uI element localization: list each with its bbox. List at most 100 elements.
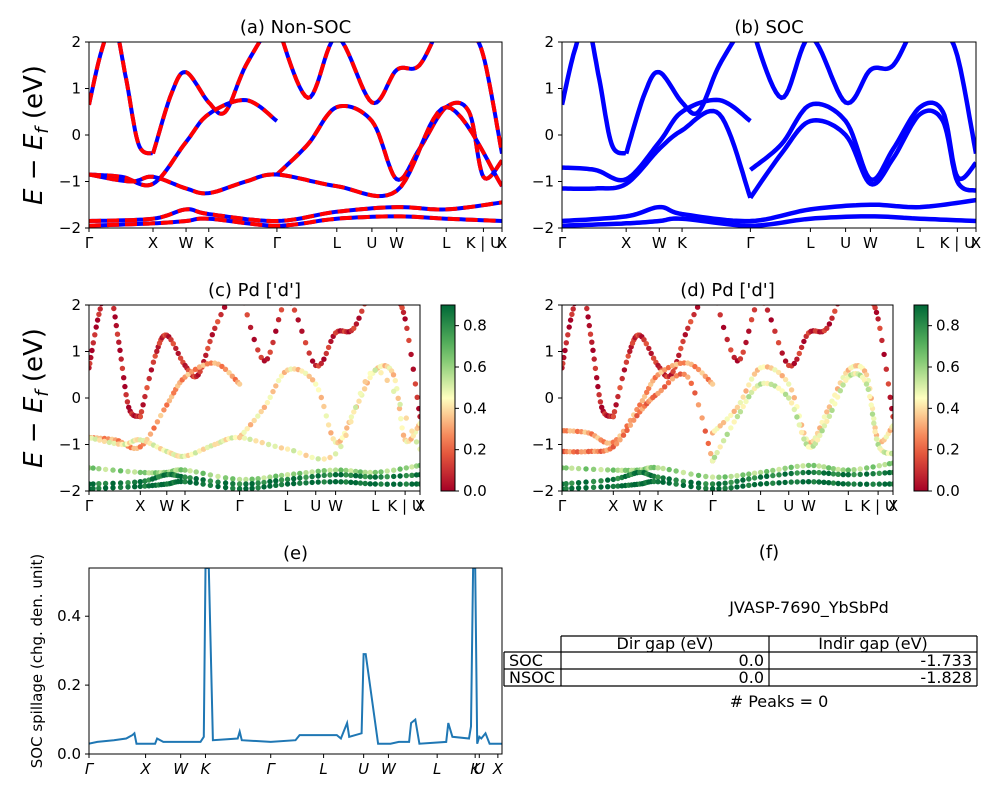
band-point	[397, 466, 403, 472]
x-tick-label: X	[135, 497, 145, 515]
band-point	[855, 282, 860, 287]
band-point	[193, 476, 199, 482]
band-point	[357, 390, 364, 397]
band-point	[782, 391, 789, 397]
band-point	[796, 422, 802, 428]
band-point	[291, 307, 298, 313]
band-point	[695, 402, 702, 408]
band-point	[746, 471, 752, 477]
band-point	[717, 312, 723, 318]
band-point	[267, 474, 273, 480]
x-tick-label: L	[806, 234, 815, 252]
band-point	[869, 298, 874, 303]
band-point	[396, 298, 401, 303]
colorbar-tick-label: 0.8	[463, 317, 487, 335]
band-point	[142, 483, 148, 489]
band-point	[816, 463, 822, 469]
y-tick-label: −1	[59, 173, 81, 191]
x-tick-label: K | U	[466, 234, 501, 252]
band-point	[413, 439, 420, 445]
band-point	[284, 476, 291, 483]
band-point	[267, 349, 273, 355]
band-point	[92, 436, 99, 442]
band-point	[151, 425, 157, 431]
band-point	[881, 351, 887, 358]
band-point	[302, 340, 309, 346]
band-point	[680, 338, 686, 345]
band-point	[702, 428, 708, 434]
band-point	[152, 353, 158, 359]
band-point	[367, 469, 373, 476]
band-point	[230, 481, 236, 487]
band-point	[816, 469, 822, 476]
band-point	[566, 324, 572, 330]
band-point	[367, 370, 373, 377]
band-point	[209, 332, 215, 338]
band-point	[872, 305, 878, 311]
band-point	[417, 420, 420, 427]
band-point	[569, 311, 575, 317]
band-point	[734, 484, 740, 490]
band-point	[584, 305, 590, 312]
band-point	[788, 479, 794, 485]
band-point	[829, 315, 835, 321]
x-tick-label: Γ	[267, 760, 277, 778]
band-point	[646, 345, 652, 352]
x-tick-label: Γ	[235, 497, 244, 515]
band-point	[412, 381, 419, 387]
table-cell-dir: 0.0	[739, 651, 764, 670]
band-point	[590, 466, 597, 472]
band-point	[666, 466, 672, 473]
band-point	[207, 478, 214, 484]
band-point	[218, 311, 224, 318]
band-point	[123, 392, 129, 398]
table-cell-indir: -1.733	[920, 651, 972, 670]
x-tick-label: W	[179, 234, 194, 252]
band-point	[154, 419, 161, 425]
band-point	[372, 481, 378, 487]
band-point	[251, 417, 257, 424]
band-point	[624, 427, 630, 433]
band-point	[688, 319, 694, 325]
band-point	[273, 383, 279, 389]
band-point	[321, 472, 327, 479]
band-point	[215, 483, 221, 490]
band-point	[255, 485, 261, 491]
band-point	[716, 481, 722, 487]
x-tick-label: U	[366, 234, 377, 252]
band-point	[887, 394, 893, 400]
band-point	[146, 375, 152, 382]
x-tick-label: X	[971, 234, 981, 252]
band-point	[869, 411, 876, 417]
band-point	[570, 306, 576, 312]
band-point	[327, 479, 333, 485]
y-axis-label-top: E − Ef (eV)	[19, 65, 53, 205]
band-point	[118, 356, 124, 362]
band-point	[805, 479, 812, 485]
band-point	[113, 322, 120, 329]
band-point	[746, 476, 752, 482]
band-point	[175, 350, 181, 357]
band-point	[562, 347, 568, 354]
x-tick-label: L	[283, 497, 292, 515]
band-point	[863, 372, 870, 378]
band-point	[207, 482, 214, 488]
x-tick-label: X	[415, 497, 425, 515]
band-point	[362, 469, 368, 475]
band-point	[575, 287, 580, 292]
band-point	[243, 485, 249, 491]
band-point	[200, 470, 206, 476]
band-point	[148, 367, 155, 373]
band-point	[757, 474, 764, 480]
band-point	[751, 307, 758, 313]
band-point	[264, 399, 271, 406]
band-point	[748, 389, 755, 395]
band-point	[397, 473, 403, 479]
band-point	[253, 438, 259, 444]
band-point	[673, 468, 679, 474]
band-point	[680, 482, 687, 488]
band-point	[821, 479, 827, 485]
band-point	[669, 376, 676, 382]
y-tick-label: 1	[71, 80, 81, 98]
band-point	[751, 481, 758, 488]
